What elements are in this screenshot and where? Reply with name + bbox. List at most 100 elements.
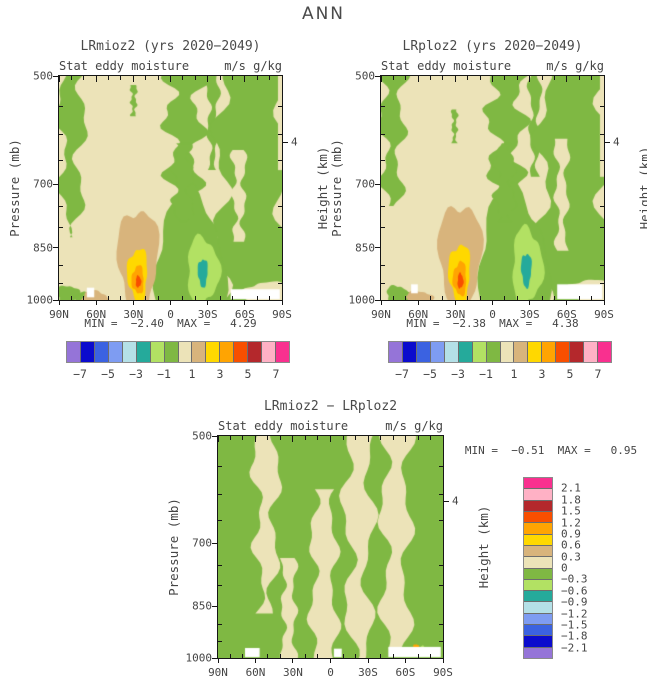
colorbar-tick-label: 7 [272,367,280,381]
minmax-lrploz2: MIN = −2.38 MAX = 4.38 [406,317,579,330]
x-major-tick [367,436,369,442]
x-major-tick [170,76,171,82]
x-minor-tick [145,296,147,300]
x-major-tick [442,436,444,442]
x-minor-tick [70,296,72,300]
y-major-tick [212,605,218,607]
colorbar-cell [524,488,552,500]
colorbar-tick-label: 2.1 [561,481,581,495]
x-minor-tick [342,436,344,440]
x-major-tick [244,300,246,305]
x-major-tick [492,300,493,305]
x-minor-tick [578,76,580,80]
x-minor-tick [417,436,419,440]
x-tick-label: 30N [445,308,466,321]
x-minor-tick [317,654,319,658]
y-tick-label: 700 [192,536,212,550]
y-minor-tick [218,623,222,625]
x-major-tick [380,76,382,82]
height-tick-label: 4 [291,135,298,149]
y-major-tick [53,299,59,301]
colorbar-cell [524,478,552,489]
contour-field-canvas [218,436,443,658]
y-minor-tick [439,623,443,625]
y-minor-tick [600,106,604,108]
colorbar-cell [524,556,552,568]
panel-lrploz2-plot: LRploz2 (yrs 2020−2049) Stat eddy moistu… [329,39,647,321]
x-minor-tick [342,654,344,658]
height-major-tick [604,141,610,143]
x-minor-tick [504,76,506,80]
minmax-lrmioz2: MIN = −2.40 MAX = 4.29 [84,317,257,330]
x-minor-tick [182,76,184,80]
panel-units-label: m/s g/kg [385,419,443,433]
x-major-tick [417,300,419,305]
y-major-tick [212,435,218,437]
colorbar-tick-label: 0.9 [561,527,581,541]
y-minor-tick [381,134,385,136]
x-minor-tick [231,76,233,80]
x-minor-tick [467,76,469,80]
y-minor-tick [278,106,282,108]
x-tick-label: 30S [358,666,378,679]
x-tick-label: 60N [86,308,107,321]
x-major-tick [58,76,60,82]
colorbar-tick-label: −1.2 [561,607,588,620]
colorbar-tick-label: 1.5 [561,504,581,518]
height-tick-label: 4 [613,135,620,149]
x-major-tick [132,300,134,305]
right-axis-title: Height (km) [476,505,491,589]
panel-difference-plot: LRmioz2 − LRploz2 Stat eddy moisture m/s… [166,399,491,679]
x-minor-tick [269,296,271,300]
x-minor-tick [591,296,593,300]
panel-title: LRmioz2 (yrs 2020−2049) [80,39,261,54]
x-minor-tick [280,654,281,658]
x-minor-tick [108,76,110,80]
colorbar-cell [597,342,611,362]
colorbar-tick-label: −1 [479,367,493,381]
colorbar-cell [524,578,552,591]
x-major-tick [217,436,219,442]
panel-units-label: m/s g/kg [546,59,604,73]
colorbar-cell [135,342,150,362]
right-axis-title: Height (km) [637,146,647,230]
x-minor-tick [405,296,407,300]
x-major-tick [442,658,444,663]
x-major-tick [380,300,382,305]
colorbar-tick-label: −7 [73,367,87,381]
y-minor-tick [381,226,385,228]
y-minor-tick [278,265,282,267]
y-minor-tick [59,282,63,284]
colorbar-tick-label: −3 [451,367,465,381]
colorbar-cell [389,342,402,362]
colorbar-cell [401,342,416,362]
colorbar-tick-label: 0 [561,561,568,575]
colorbar-cell [471,342,486,362]
y-tick-label: 500 [192,429,212,443]
x-minor-tick [157,296,159,300]
colorbar-cell [163,342,178,362]
x-minor-tick [242,654,244,658]
colorbar-cell [524,612,552,625]
colorbar-cell [541,342,556,362]
y-minor-tick [439,564,443,566]
y-axis-title: Pressure (mb) [329,139,344,237]
colorbar-cell [247,342,262,362]
x-major-tick [529,300,531,305]
x-major-tick [417,76,419,82]
colorbar-cell [524,590,552,602]
x-minor-tick [256,76,258,80]
colorbar-cell [583,342,598,362]
colorbar-cell [443,342,458,362]
panel-variable-label: Stat eddy moisture [59,59,190,73]
x-major-tick [566,76,568,82]
colorbar-cell [524,567,552,579]
colorbar-tick-label: −2.1 [561,641,588,655]
x-minor-tick [442,76,444,80]
x-major-tick [255,436,256,442]
x-minor-tick [280,436,281,440]
colorbar-tick-label: 0.6 [561,538,581,552]
colorbar-cell [555,342,570,362]
x-major-tick [207,76,209,82]
